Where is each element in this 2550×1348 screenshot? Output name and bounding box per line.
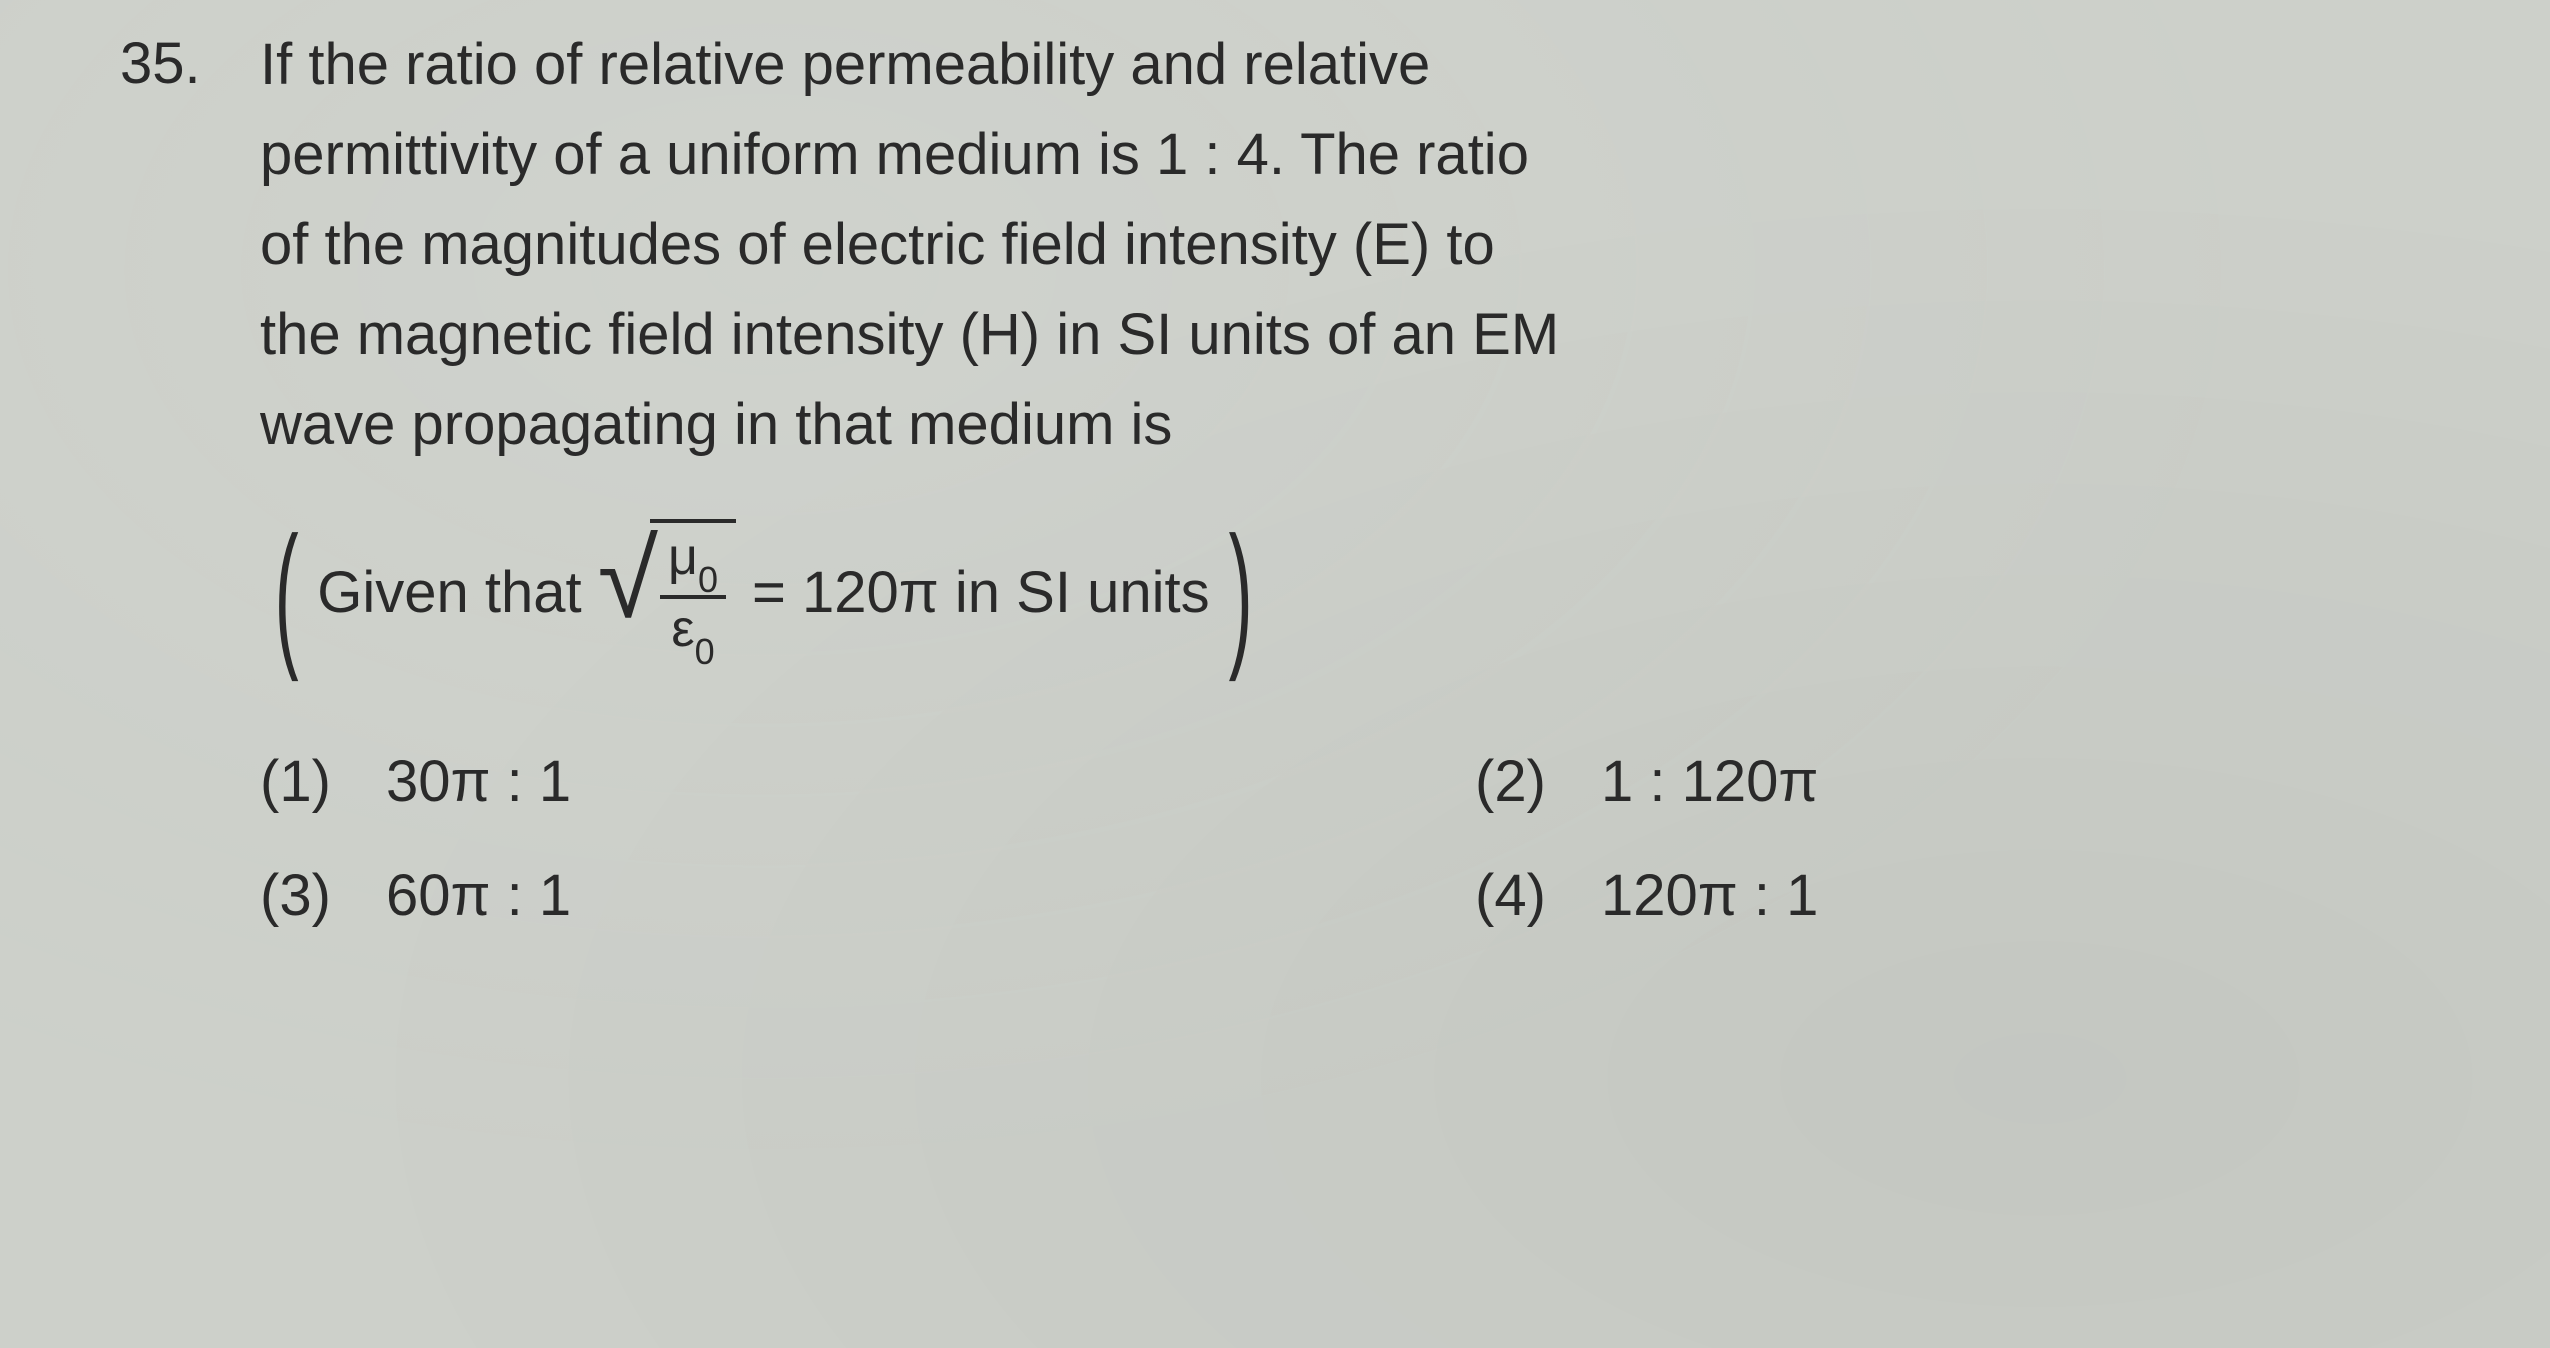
option-3-text: 60π : 1 — [386, 851, 571, 941]
question-number: 35. — [120, 20, 260, 107]
given-inner: Given that √ μ0 ε0 = 12 — [313, 519, 1213, 667]
stem-line-3: of the magnitudes of electric field inte… — [260, 212, 1495, 277]
option-1-label: (1) — [260, 737, 350, 827]
fraction-denominator: ε0 — [663, 599, 722, 667]
question-stem: If the ratio of relative permeability an… — [260, 20, 2470, 469]
fraction-numerator: μ0 — [660, 527, 726, 595]
stem-line-5: wave propagating in that medium is — [260, 392, 1172, 457]
epsilon-symbol: ε — [671, 600, 694, 658]
option-4: (4) 120π : 1 — [1475, 851, 2470, 941]
option-2: (2) 1 : 120π — [1475, 737, 2470, 827]
stem-line-1: If the ratio of relative permeability an… — [260, 32, 1430, 97]
given-expression: ( Given that √ μ0 ε0 — [260, 519, 1267, 667]
open-paren-icon: ( — [275, 537, 299, 649]
close-paren-icon: ) — [1228, 537, 1252, 649]
mu-subscript: 0 — [698, 559, 718, 600]
sqrt-expression: √ μ0 ε0 — [598, 519, 736, 667]
radicand: μ0 ε0 — [650, 519, 736, 667]
option-3: (3) 60π : 1 — [260, 851, 1255, 941]
option-3-label: (3) — [260, 851, 350, 941]
given-rhs: = 120π in SI units — [752, 548, 1210, 638]
stem-line-2: permittivity of a uniform medium is 1 : … — [260, 122, 1529, 187]
exam-page: 35. If the ratio of relative permeabilit… — [0, 0, 2550, 961]
option-4-label: (4) — [1475, 851, 1565, 941]
option-2-label: (2) — [1475, 737, 1565, 827]
radical-icon: √ — [598, 547, 658, 613]
option-2-text: 1 : 120π — [1601, 737, 1818, 827]
options-grid: (1) 30π : 1 (2) 1 : 120π (3) 60π : 1 (4)… — [260, 737, 2470, 941]
question-row: 35. If the ratio of relative permeabilit… — [120, 20, 2470, 941]
epsilon-subscript: 0 — [695, 631, 715, 672]
option-1-text: 30π : 1 — [386, 737, 571, 827]
mu-symbol: μ — [668, 528, 698, 586]
stem-line-4: the magnetic field intensity (H) in SI u… — [260, 302, 1559, 367]
given-prefix: Given that — [317, 548, 581, 638]
question-body: If the ratio of relative permeability an… — [260, 20, 2470, 941]
option-4-text: 120π : 1 — [1601, 851, 1818, 941]
option-1: (1) 30π : 1 — [260, 737, 1255, 827]
